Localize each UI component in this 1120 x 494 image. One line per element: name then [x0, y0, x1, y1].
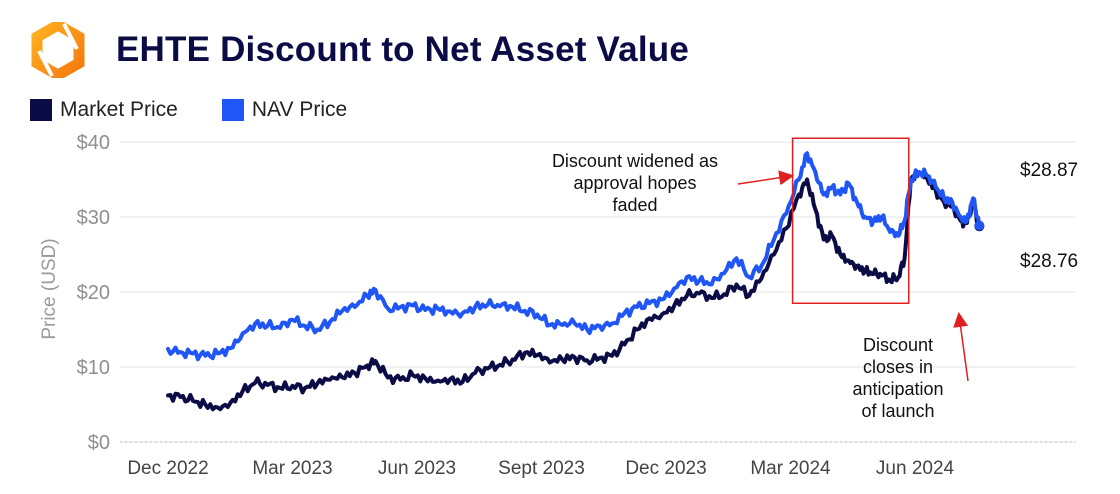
legend-label-market: Market Price — [60, 98, 178, 121]
legend-label-nav: NAV Price — [251, 98, 348, 121]
x-tick-label: Dec 2022 — [127, 458, 208, 479]
annotation-arrow-widened — [737, 170, 795, 186]
chart-title: EHTE Discount to Net Asset Value — [116, 30, 689, 69]
annotation-discount-widened: Discount widened as approval hopes faded — [520, 150, 750, 216]
legend-swatch-nav — [221, 99, 244, 121]
series-line-market — [166, 170, 982, 412]
annotation-line: faded — [612, 195, 658, 215]
annotation-line: Discount — [862, 335, 934, 355]
annotation-line: of launch — [861, 401, 935, 421]
x-tick-label: Dec 2023 — [625, 458, 706, 479]
legend-swatch-market — [30, 99, 52, 121]
end-label-market: $28.76 — [1020, 251, 1079, 272]
x-tick-label: Sept 2023 — [498, 458, 585, 479]
y-tick-label: $30 — [77, 207, 110, 229]
annotation-discount-closes: Discount closes in anticipation of launc… — [838, 334, 958, 422]
y-tick-label: $20 — [77, 282, 110, 304]
x-tick-label: Jun 2023 — [378, 458, 456, 479]
annotation-line: approval hopes — [573, 173, 697, 193]
x-tick-label: Mar 2023 — [252, 458, 332, 479]
header: EHTE Discount to Net Asset Value — [30, 22, 689, 78]
end-label-nav: $28.87 — [1020, 160, 1079, 181]
legend-item-nav[interactable]: NAV Price — [221, 98, 348, 122]
x-tick-label: Jun 2024 — [876, 458, 955, 479]
y-tick-label: $0 — [88, 432, 110, 454]
y-tick-label: $10 — [77, 357, 110, 379]
highlight-box — [791, 137, 910, 304]
series-line-nav — [166, 151, 982, 362]
hexagon-logo-icon — [31, 22, 85, 78]
legend-item-market[interactable]: Market Price — [30, 98, 178, 122]
x-tick-label: Mar 2024 — [750, 458, 831, 479]
annotation-arrow-closes — [953, 312, 969, 382]
annotation-line: closes in — [862, 357, 934, 377]
end-point-nav — [974, 220, 985, 231]
annotation-line: Discount widened as — [551, 151, 719, 171]
y-tick-label: $40 — [77, 132, 110, 154]
annotation-line: anticipation — [852, 379, 944, 399]
legend: Market Price NAV Price — [30, 98, 391, 122]
